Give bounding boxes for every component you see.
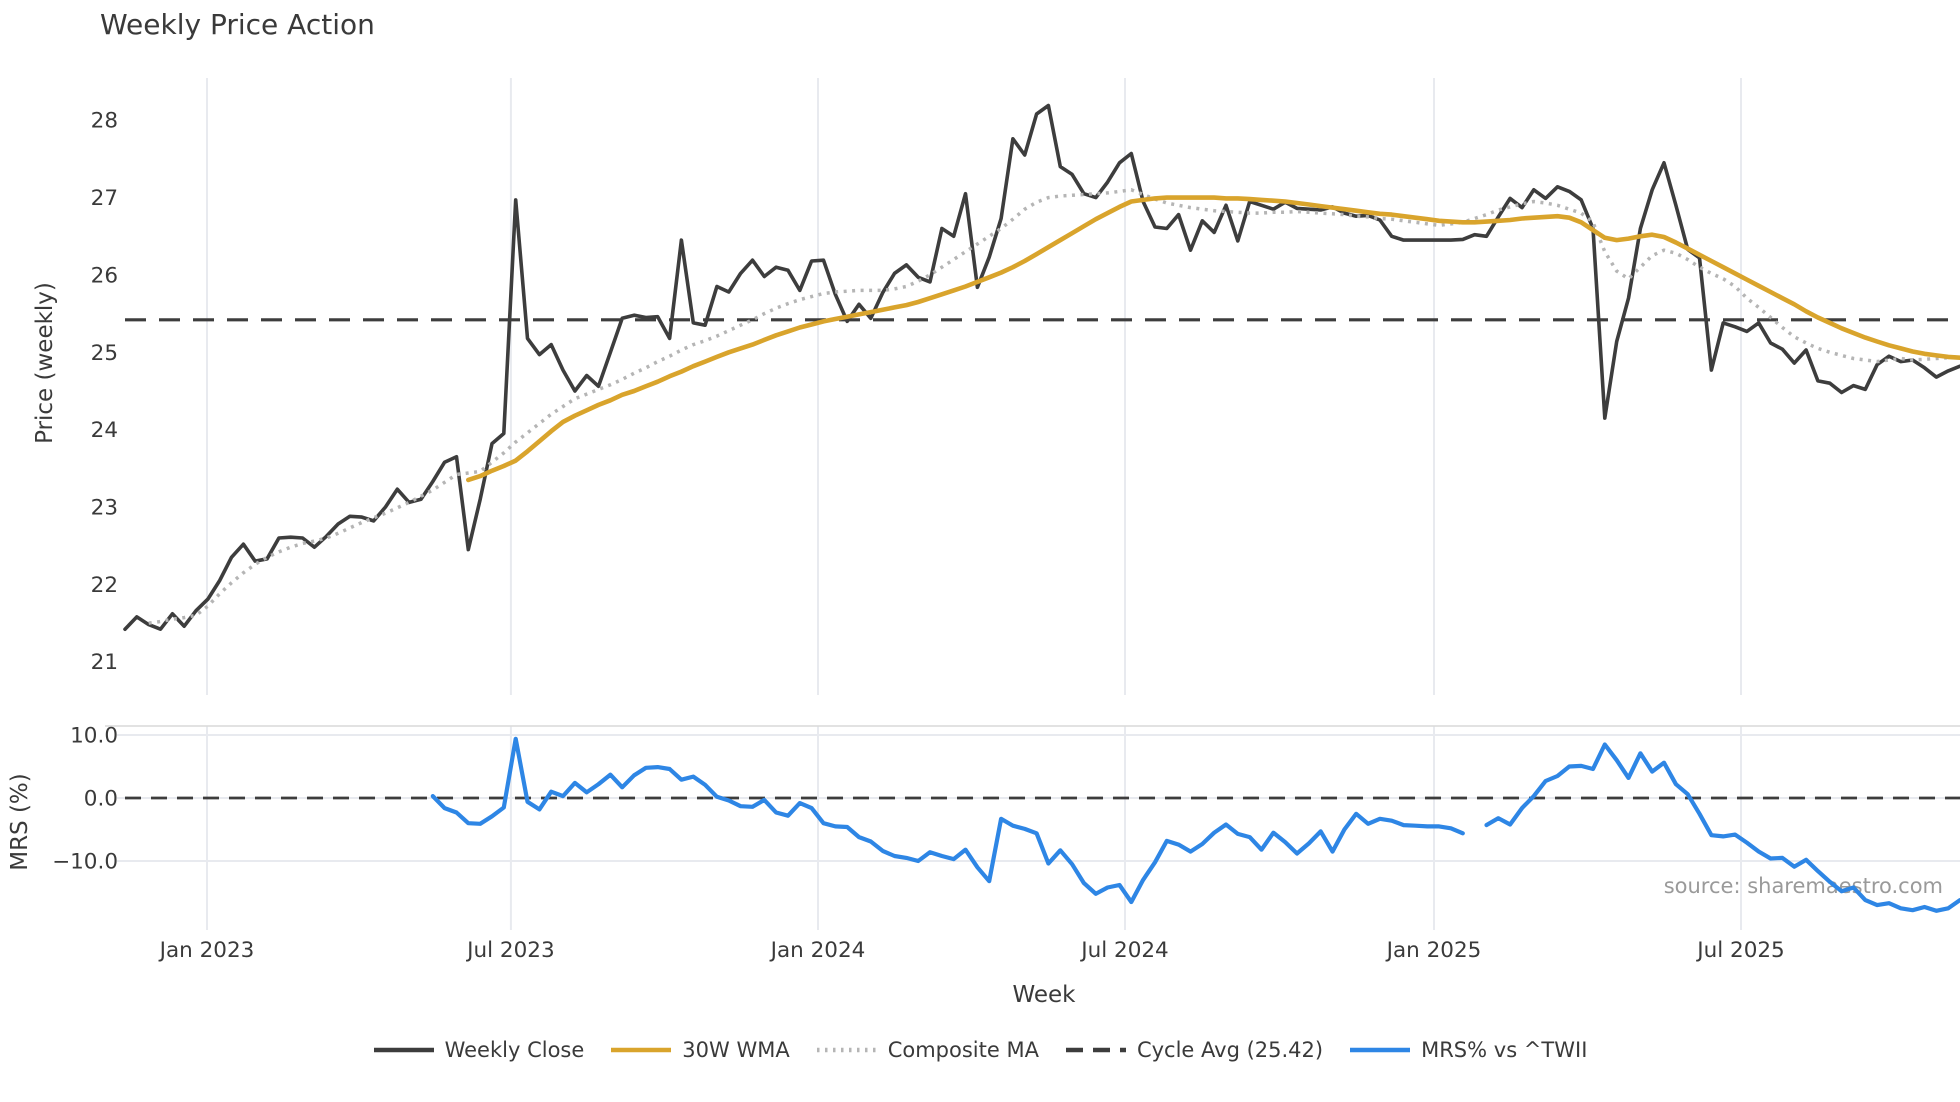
chart-legend: Weekly Close 30W WMA Composite MA Cycle Avg… <box>0 1038 1960 1062</box>
xtick-label: Jan 2023 <box>158 938 255 963</box>
price-ytick-label: 22 <box>91 573 118 598</box>
composite-ma-line <box>148 188 1960 625</box>
mrs-ytick-label: −10.0 <box>52 850 118 875</box>
legend-item-mrs-vs-twii: MRS% vs ^TWII <box>1349 1038 1587 1062</box>
xtick-label: Jan 2024 <box>769 938 866 963</box>
legend-item-weekly-close: Weekly Close <box>373 1038 585 1062</box>
price-ytick-label: 26 <box>91 263 118 288</box>
xtick-label: Jul 2023 <box>465 938 555 963</box>
mrs-ytick-label: 0.0 <box>84 787 118 812</box>
legend-item-composite-ma: Composite MA <box>816 1038 1039 1062</box>
legend-label: Composite MA <box>887 1038 1039 1062</box>
xtick-label: Jul 2024 <box>1079 938 1169 963</box>
legend-item-cycle-avg-25-42: Cycle Avg (25.42) <box>1065 1038 1323 1062</box>
mrs-ytick-label: 10.0 <box>70 724 118 749</box>
chart-title: Weekly Price Action <box>100 8 375 41</box>
xtick-label: Jan 2025 <box>1385 938 1482 963</box>
legend-swatch-line <box>373 1047 434 1053</box>
price-ytick-label: 24 <box>91 418 118 443</box>
price-ytick-label: 21 <box>91 650 118 675</box>
legend-swatch-line <box>1350 1047 1411 1053</box>
legend-label: 30W WMA <box>682 1038 790 1062</box>
price-ytick-label: 25 <box>91 341 118 366</box>
source-watermark: source: sharemaestro.com <box>1663 874 1943 898</box>
legend-swatch-line <box>816 1047 877 1053</box>
mrs-line <box>430 736 1960 913</box>
x-axis-label: Week <box>1012 982 1076 1008</box>
price-ytick-label: 23 <box>91 496 118 521</box>
weekly-close-line <box>123 103 1960 631</box>
legend-label: MRS% vs ^TWII <box>1421 1038 1588 1062</box>
price-ytick-label: 28 <box>91 109 118 134</box>
price-ytick-label: 27 <box>91 186 118 211</box>
wma-line <box>466 195 1960 483</box>
legend-label: Cycle Avg (25.42) <box>1136 1038 1324 1062</box>
xtick-label: Jul 2025 <box>1695 938 1785 963</box>
legend-item-30w-wma: 30W WMA <box>610 1038 790 1062</box>
legend-label: Weekly Close <box>444 1038 585 1062</box>
legend-swatch-line <box>1065 1047 1126 1053</box>
legend-swatch-line <box>611 1047 672 1053</box>
